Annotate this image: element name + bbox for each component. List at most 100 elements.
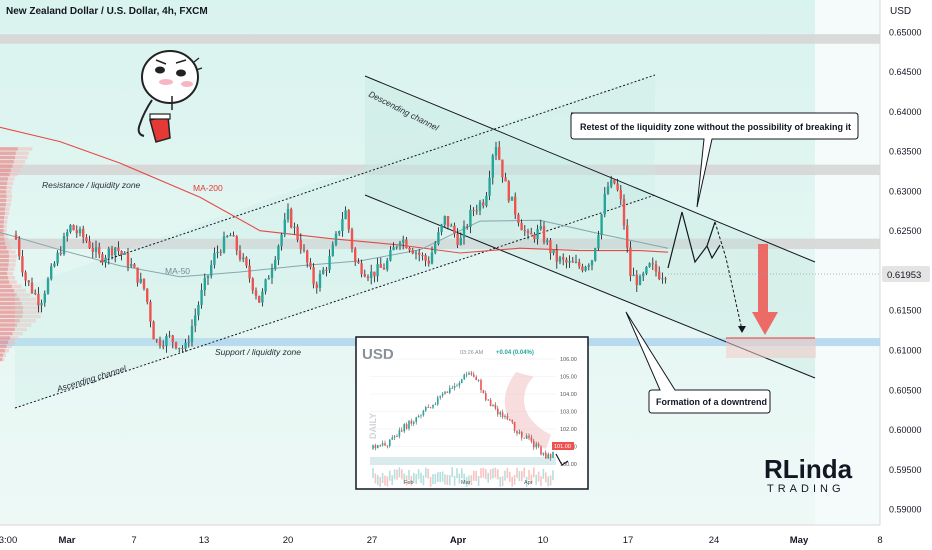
time-tick-label: 7 [131, 535, 136, 546]
candle [46, 276, 50, 295]
inset-candle [492, 404, 494, 479]
volume-profile-bar [0, 198, 7, 203]
candle-body [75, 230, 78, 234]
candle-body [318, 273, 322, 288]
candle [360, 259, 363, 278]
candle [562, 253, 565, 266]
inset-volume-bar [537, 471, 540, 482]
volume-profile-bar [4, 349, 9, 353]
candle [334, 231, 338, 247]
candle [114, 246, 117, 263]
last-price-value: 0.61953 [887, 270, 921, 281]
inset-projection [555, 453, 569, 466]
price-tick-label: 0.65000 [889, 27, 922, 37]
volume-profile-bar [3, 228, 7, 233]
candle-body [376, 264, 379, 277]
inset-volume-bar [470, 475, 473, 486]
candle [62, 232, 66, 256]
inset-candle-body [516, 430, 518, 434]
candle [158, 336, 162, 349]
candle-body [232, 235, 235, 237]
candle-body [72, 225, 75, 231]
inset-candle-body [422, 410, 425, 416]
inset-candle-body [492, 404, 494, 406]
inset-candle-body [437, 397, 439, 405]
inset-candle-body [511, 420, 513, 422]
volume-profile-bar [3, 224, 7, 228]
volume-profile-bar [21, 301, 40, 306]
candle-body [110, 248, 114, 256]
candle [638, 274, 642, 286]
inset-candle-body [425, 407, 427, 411]
inset-candle [501, 409, 504, 487]
candle-body [626, 225, 629, 248]
candle-body [216, 251, 219, 254]
inset-candle-body [537, 443, 540, 447]
candle-body [248, 265, 251, 279]
candle [498, 141, 501, 161]
price-tick-label: 0.64000 [889, 107, 922, 117]
inset-candle-body [523, 437, 525, 439]
inset-candle-body [377, 445, 379, 449]
inset-candle [523, 437, 525, 478]
inset-candle-body [403, 424, 405, 432]
candle [510, 196, 514, 201]
candle [402, 235, 405, 250]
candle [437, 227, 440, 246]
candle-body [594, 248, 597, 261]
inset-candle-body [456, 385, 458, 387]
inset-candle [372, 444, 374, 478]
candle-body [286, 209, 290, 220]
volume-profile-bar [23, 310, 42, 314]
time-tick-label: 27 [367, 535, 378, 546]
candle-body [587, 265, 590, 267]
candle [629, 241, 632, 282]
inset-candle-body [396, 436, 398, 438]
volume-profile-bar [4, 237, 9, 241]
candle [149, 299, 152, 328]
inset-price-tick: 100.00 [560, 462, 577, 468]
candle-body [315, 284, 318, 288]
candle-body [450, 225, 453, 227]
time-tick-label: 3:00 [0, 535, 17, 546]
volume-profile-bar [0, 318, 20, 323]
volume-profile-bar [8, 258, 17, 263]
candle-body [254, 290, 258, 296]
candle [408, 246, 411, 253]
volume-profile-bar [17, 323, 32, 327]
inset-candle-body [441, 393, 444, 396]
volume-profile-bar [7, 267, 15, 271]
inset-candle [434, 402, 437, 484]
volume-profile-bar [0, 327, 15, 332]
candle-body [498, 147, 501, 160]
inset-volume-bar [492, 468, 494, 479]
volume-profile-bar [0, 284, 12, 289]
candle-body [264, 279, 267, 292]
inset-candle-body [475, 377, 477, 381]
candle-body [648, 263, 651, 267]
candle-body [24, 272, 27, 281]
candle [443, 215, 446, 228]
candle [194, 308, 197, 333]
candle-body [107, 248, 110, 258]
inset-candle-body [552, 452, 554, 458]
inset-volume-bar [408, 469, 410, 480]
candle-body [117, 247, 120, 252]
candle [219, 249, 222, 256]
candle [645, 266, 648, 276]
inset-candle [511, 419, 513, 487]
candle [245, 256, 248, 269]
volume-profile-bar [0, 228, 4, 233]
volume-profile-bar [8, 263, 16, 267]
volume-profile-bar [0, 331, 13, 336]
candle-body [382, 267, 386, 270]
volume-profile-bar [12, 164, 23, 168]
inset-candle [413, 420, 415, 483]
candle [411, 247, 414, 255]
inset-volume-bar [377, 475, 379, 486]
volume-profile-bar [0, 160, 14, 164]
inset-candle [552, 451, 554, 481]
candle-body [440, 224, 443, 233]
inset-volume-bar [413, 472, 415, 483]
